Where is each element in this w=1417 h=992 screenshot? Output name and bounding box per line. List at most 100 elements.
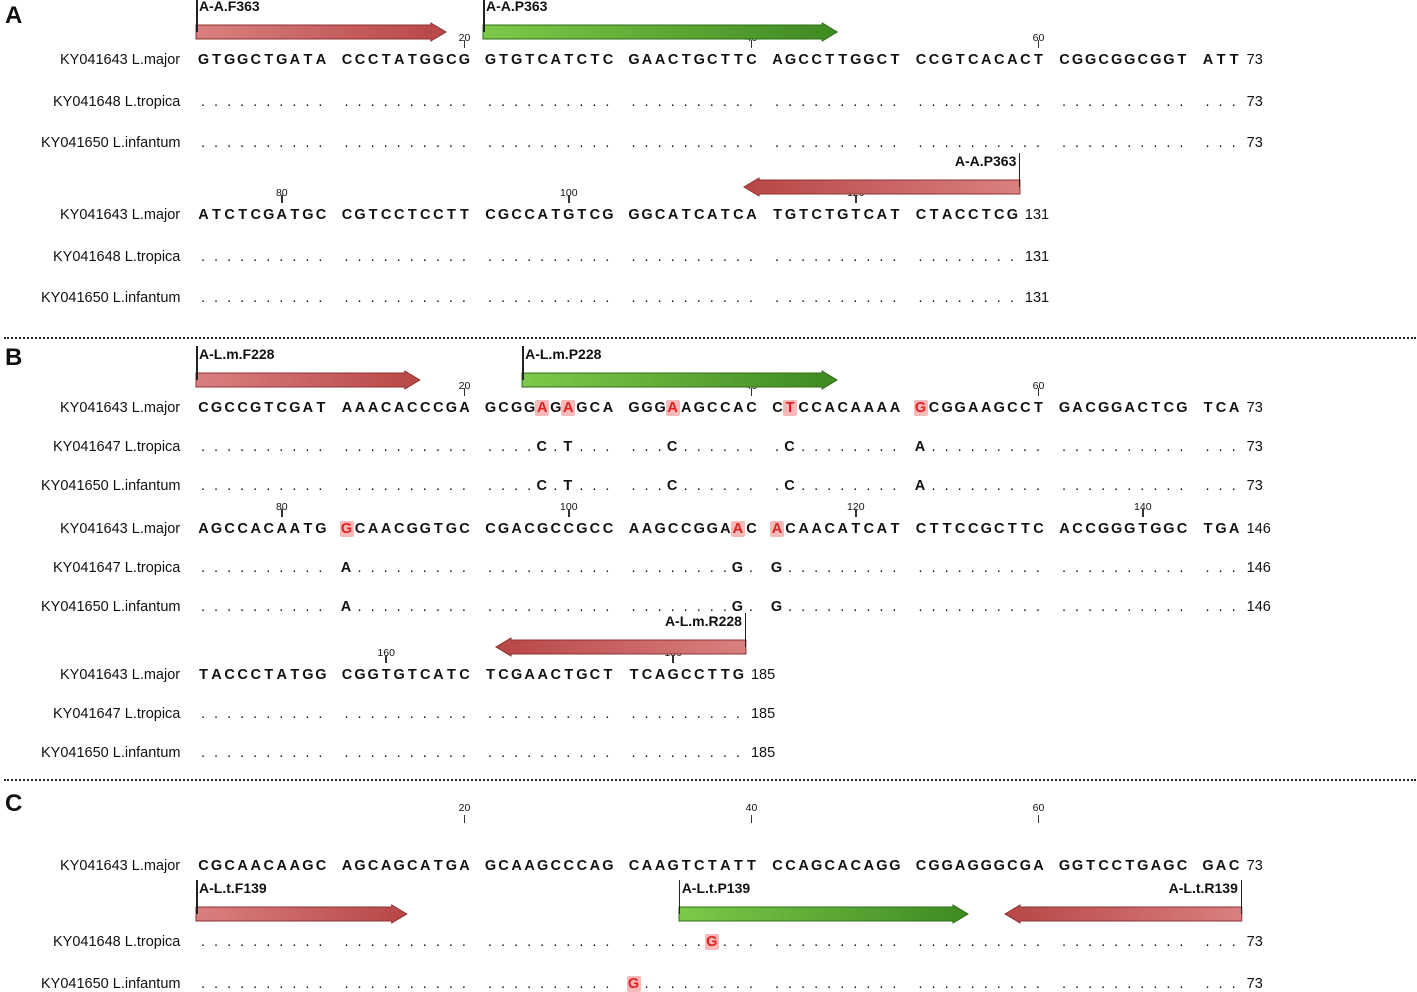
identity-dot: . bbox=[1009, 135, 1014, 151]
identity-dot: . bbox=[970, 599, 975, 615]
reference-base: C bbox=[524, 207, 535, 223]
identity-dot: . bbox=[344, 248, 349, 265]
reference-base: A bbox=[1150, 858, 1162, 874]
reference-base: C bbox=[994, 52, 1005, 68]
identity-dot: . bbox=[722, 934, 727, 950]
identity-dot: . bbox=[487, 290, 493, 306]
reference-base: A bbox=[1215, 858, 1227, 874]
variant-base: C bbox=[666, 439, 678, 455]
reference-base: C bbox=[315, 207, 327, 223]
sequence-length: 131 bbox=[1024, 207, 1050, 223]
identity-dot: . bbox=[592, 439, 597, 455]
reference-base: G bbox=[811, 858, 823, 874]
identity-dot: . bbox=[879, 599, 884, 615]
ruler-tick-label: 80 bbox=[275, 501, 288, 513]
identity-dot: . bbox=[253, 745, 258, 761]
identity-dot: . bbox=[827, 290, 832, 306]
identity-dot: . bbox=[774, 934, 780, 950]
identity-dot: . bbox=[461, 439, 466, 455]
identity-dot: . bbox=[527, 976, 532, 992]
reference-base: G bbox=[628, 207, 640, 223]
identity-dot: . bbox=[1127, 135, 1132, 151]
reference-base: G bbox=[315, 521, 327, 537]
reference-base: G bbox=[784, 207, 797, 223]
identity-dot: . bbox=[644, 706, 649, 722]
identity-dot: . bbox=[683, 93, 688, 110]
identity-dot: . bbox=[279, 135, 284, 151]
reference-base: G bbox=[1163, 521, 1175, 537]
identity-dot: . bbox=[696, 290, 701, 306]
ruler-tick-label: 120 bbox=[847, 501, 865, 513]
reference-base: A bbox=[237, 858, 248, 874]
sequence-name: KY041643 L.major bbox=[60, 521, 181, 537]
identity-dot: . bbox=[592, 248, 597, 265]
reference-base: C bbox=[798, 400, 809, 416]
reference-base: G bbox=[993, 858, 1005, 874]
identity-dot: . bbox=[253, 439, 258, 455]
identity-dot: . bbox=[1153, 135, 1158, 151]
reference-base: T bbox=[603, 667, 613, 683]
reference-base: T bbox=[707, 667, 717, 683]
identity-dot: . bbox=[514, 976, 519, 992]
reference-base: C bbox=[250, 52, 261, 68]
reference-base: G bbox=[510, 400, 523, 416]
reference-base: C bbox=[707, 400, 718, 416]
identity-dot: . bbox=[683, 248, 688, 265]
reference-base: T bbox=[890, 207, 900, 223]
identity-dot: . bbox=[814, 478, 819, 494]
sequence-name: KY041647 L.tropica bbox=[53, 560, 181, 576]
reference-base: A bbox=[367, 521, 379, 537]
identity-dot: . bbox=[344, 93, 349, 110]
identity-dot: . bbox=[840, 439, 845, 455]
identity-dot: . bbox=[1166, 439, 1171, 455]
identity-dot: . bbox=[592, 478, 597, 494]
identity-dot: . bbox=[370, 135, 375, 151]
reference-base: T bbox=[955, 52, 965, 68]
identity-dot: . bbox=[579, 706, 584, 722]
reference-base: C bbox=[550, 521, 561, 537]
identity-dot: . bbox=[305, 135, 310, 151]
ruler-tick bbox=[281, 509, 283, 517]
reference-base: G bbox=[1019, 858, 1032, 874]
identity-dot: . bbox=[1140, 439, 1145, 455]
reference-base: C bbox=[485, 521, 496, 537]
identity-dot: . bbox=[1022, 934, 1027, 950]
identity-dot: . bbox=[1179, 439, 1184, 455]
identity-dot: . bbox=[735, 976, 740, 992]
sequence-row: ........................................… bbox=[0, 934, 1417, 950]
identity-dot: . bbox=[879, 976, 884, 992]
identity-dot: . bbox=[318, 135, 323, 151]
reference-base: G bbox=[537, 858, 549, 874]
reference-base: G bbox=[289, 400, 301, 416]
identity-dot: . bbox=[892, 93, 897, 110]
identity-dot: . bbox=[957, 478, 962, 494]
reference-base: G bbox=[537, 521, 549, 537]
identity-dot: . bbox=[631, 934, 636, 950]
identity-dot: . bbox=[501, 976, 506, 992]
identity-dot: . bbox=[853, 478, 858, 494]
reference-base: G bbox=[980, 858, 992, 874]
identity-dot: . bbox=[605, 976, 610, 992]
identity-dot: . bbox=[200, 248, 206, 265]
reference-base: C bbox=[576, 858, 588, 874]
identity-dot: . bbox=[566, 934, 571, 950]
reference-base: C bbox=[576, 52, 588, 68]
identity-dot: . bbox=[370, 248, 375, 265]
identity-dot: . bbox=[983, 478, 988, 494]
identity-dot: . bbox=[409, 560, 414, 576]
identity-dot: . bbox=[409, 599, 414, 615]
identity-dot: . bbox=[422, 560, 427, 576]
identity-dot: . bbox=[240, 706, 245, 722]
reference-base: C bbox=[772, 858, 783, 874]
identity-dot: . bbox=[357, 599, 362, 615]
identity-dot: . bbox=[540, 290, 545, 306]
identity-dot: . bbox=[957, 439, 962, 455]
identity-dot: . bbox=[1114, 599, 1119, 615]
ruler-tick bbox=[750, 388, 753, 396]
identity-dot: . bbox=[670, 934, 675, 950]
identity-dot: . bbox=[527, 560, 532, 576]
ruler-tick bbox=[385, 655, 387, 663]
reference-base: C bbox=[341, 667, 353, 683]
identity-dot: . bbox=[1061, 93, 1067, 110]
identity-dot: . bbox=[1231, 560, 1236, 576]
